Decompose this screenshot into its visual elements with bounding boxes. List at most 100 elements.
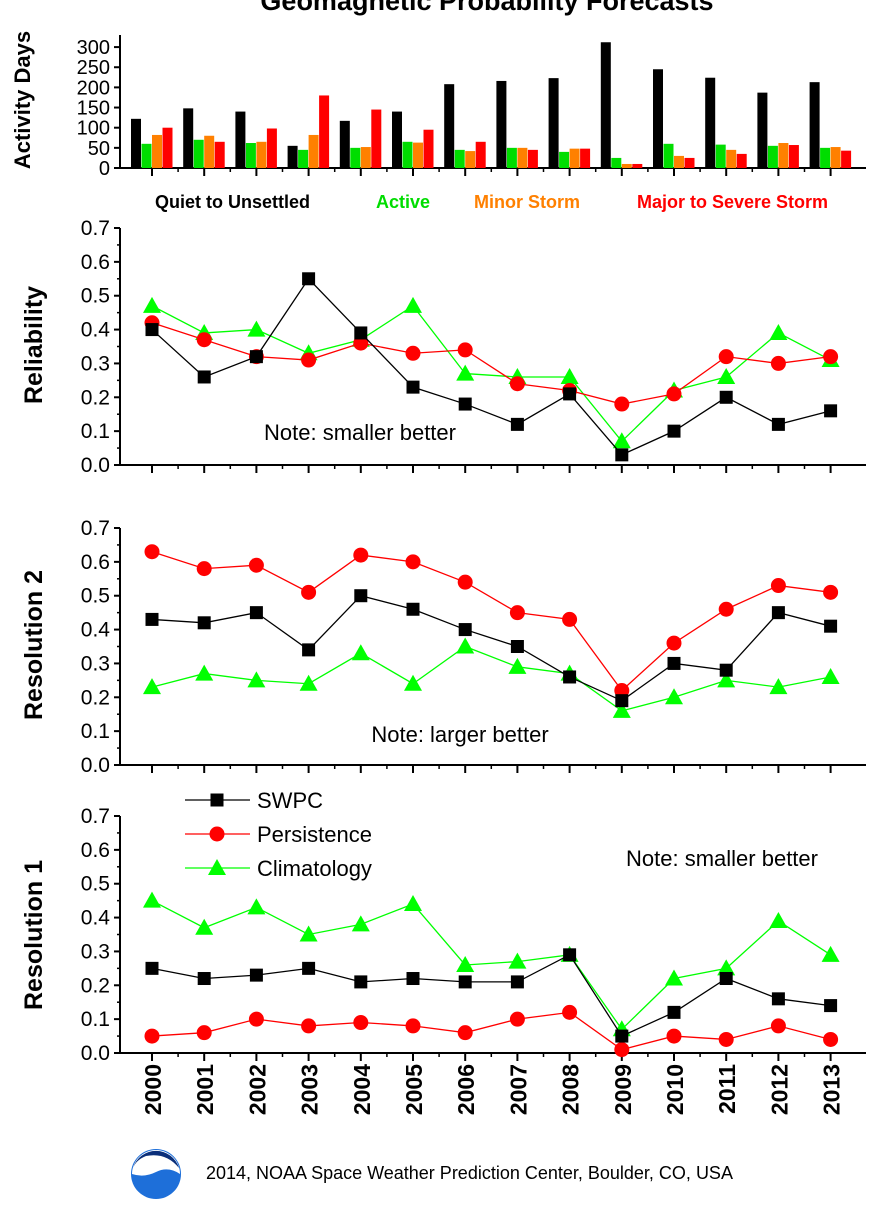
data-point-circle bbox=[196, 561, 212, 577]
data-point-triangle bbox=[404, 674, 422, 691]
bar bbox=[621, 163, 632, 168]
data-point-square bbox=[771, 417, 785, 431]
data-point-square bbox=[354, 975, 368, 989]
data-point-square bbox=[458, 623, 472, 637]
data-point-square bbox=[249, 606, 263, 620]
bar bbox=[214, 141, 225, 168]
bar-legend-entry: Major to Severe Storm bbox=[637, 192, 828, 212]
bar bbox=[580, 148, 591, 168]
x-tick-label: 2003 bbox=[297, 1064, 323, 1115]
data-point-square bbox=[510, 417, 524, 431]
bar bbox=[569, 148, 580, 168]
data-point-square bbox=[302, 272, 316, 286]
data-point-square bbox=[510, 975, 524, 989]
figure-title: Geomagnetic Probability Forecasts bbox=[260, 0, 713, 16]
data-point-triangle bbox=[717, 959, 736, 976]
y-axis-label: Resolution 1 bbox=[20, 860, 48, 1010]
y-tick-label: 0.1 bbox=[81, 1008, 110, 1031]
data-point-circle bbox=[718, 1031, 734, 1047]
data-point-circle bbox=[770, 355, 786, 371]
y-tick-label: 0.7 bbox=[81, 217, 110, 240]
data-point-square bbox=[824, 619, 838, 633]
data-point-square bbox=[354, 589, 368, 603]
bar bbox=[653, 69, 663, 168]
data-point-triangle bbox=[769, 911, 788, 928]
data-point-square bbox=[406, 972, 420, 986]
data-point-triangle bbox=[456, 364, 475, 381]
bar bbox=[235, 111, 246, 168]
data-point-square bbox=[302, 643, 316, 657]
data-point-triangle bbox=[821, 945, 840, 962]
data-point-square bbox=[563, 387, 577, 401]
footer-credit: 2014, NOAA Space Weather Prediction Cent… bbox=[206, 1163, 733, 1183]
bar bbox=[632, 163, 643, 168]
bar bbox=[444, 84, 455, 168]
data-point-triangle bbox=[299, 925, 318, 942]
data-point-circle bbox=[823, 349, 839, 365]
y-tick-label: 0.5 bbox=[81, 285, 110, 308]
y-tick-label: 0.7 bbox=[81, 517, 110, 540]
data-point-triangle bbox=[560, 367, 579, 384]
x-tick-label: 2005 bbox=[401, 1064, 427, 1115]
y-tick-label: 50 bbox=[88, 138, 110, 160]
data-point-triangle bbox=[351, 915, 370, 932]
data-point-circle bbox=[248, 557, 264, 573]
bar bbox=[162, 127, 173, 168]
y-tick-label: 0.4 bbox=[81, 907, 111, 930]
data-point-square bbox=[771, 992, 785, 1006]
bar bbox=[778, 143, 789, 168]
bar bbox=[339, 120, 350, 168]
data-point-square bbox=[510, 640, 524, 653]
series-line-persistence bbox=[151, 322, 831, 405]
data-point-circle bbox=[509, 376, 525, 392]
data-point-square bbox=[458, 397, 472, 411]
bar bbox=[548, 78, 559, 168]
data-point-circle bbox=[457, 574, 473, 590]
y-tick-label: 0.6 bbox=[81, 251, 110, 274]
bar bbox=[308, 134, 319, 168]
y-tick-label: 0.7 bbox=[81, 805, 110, 828]
data-point-square bbox=[197, 370, 211, 384]
bar bbox=[527, 149, 538, 168]
series-line-swpc bbox=[151, 953, 831, 1037]
data-point-triangle bbox=[456, 637, 475, 654]
y-tick-label: 0.2 bbox=[81, 686, 110, 709]
noaa-logo: NOAA bbox=[131, 1149, 181, 1199]
bar bbox=[684, 157, 695, 168]
data-point-square bbox=[719, 972, 733, 986]
bar bbox=[611, 157, 622, 168]
bar bbox=[726, 149, 737, 168]
bar bbox=[517, 147, 528, 168]
data-point-circle bbox=[196, 332, 212, 348]
data-point-square bbox=[249, 968, 263, 982]
data-point-square bbox=[406, 602, 420, 616]
bar bbox=[204, 135, 215, 168]
data-point-triangle bbox=[665, 688, 683, 705]
y-tick-label: 0.2 bbox=[81, 386, 110, 409]
y-tick-label: 100 bbox=[77, 118, 110, 140]
y-tick-label: 200 bbox=[77, 77, 110, 99]
bar bbox=[767, 145, 778, 168]
x-tick-label: 2004 bbox=[349, 1064, 375, 1115]
bar bbox=[559, 151, 570, 168]
y-axis-label: Resolution 2 bbox=[20, 570, 48, 720]
series-line-climatology bbox=[151, 305, 831, 443]
data-point-triangle bbox=[665, 969, 683, 986]
data-point-triangle bbox=[195, 664, 214, 681]
bar bbox=[245, 143, 256, 168]
data-point-circle bbox=[209, 826, 225, 842]
bar bbox=[705, 77, 716, 168]
data-point-circle bbox=[301, 1018, 317, 1034]
bar bbox=[319, 95, 330, 168]
data-point-square bbox=[719, 390, 733, 404]
data-point-circle bbox=[562, 1004, 578, 1020]
data-point-square bbox=[667, 424, 681, 438]
legend-label: SWPC bbox=[257, 788, 323, 813]
y-axis-label: Activity Days bbox=[10, 31, 35, 169]
bar-legend-entry: Quiet to Unsettled bbox=[155, 192, 310, 212]
bar bbox=[757, 92, 768, 168]
x-tick-label: 2000 bbox=[140, 1064, 166, 1115]
bar bbox=[287, 145, 298, 168]
bar bbox=[600, 42, 611, 168]
data-point-circle bbox=[666, 635, 682, 651]
